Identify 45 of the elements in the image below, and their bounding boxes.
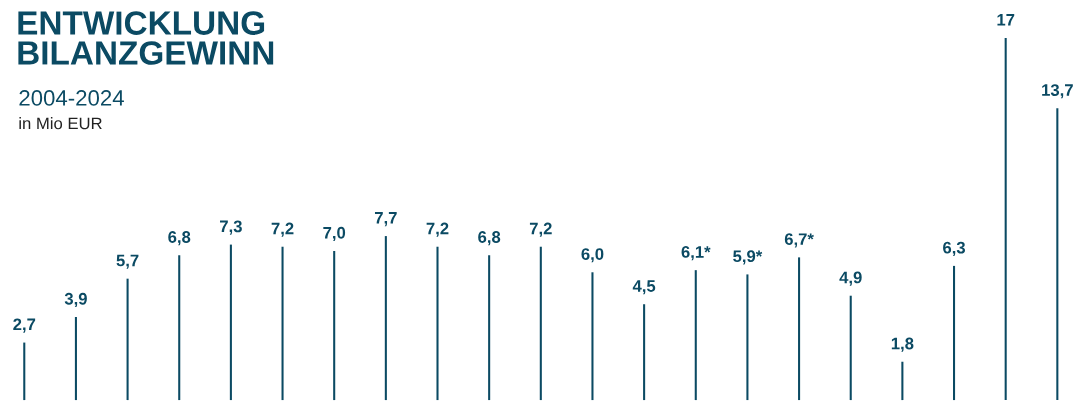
- bar: [798, 257, 801, 401]
- bar: [1004, 38, 1007, 401]
- bar: [591, 272, 594, 401]
- bar: [74, 317, 77, 401]
- bar: [281, 246, 284, 401]
- bar: [746, 274, 749, 401]
- data-label: 5,9*: [733, 250, 763, 265]
- data-label: 6,1*: [681, 246, 711, 261]
- bar: [1056, 108, 1059, 401]
- bar: [436, 246, 439, 401]
- bar: [488, 255, 491, 401]
- bar: [384, 236, 387, 401]
- data-label: 7,7: [374, 212, 397, 227]
- bar: [23, 342, 26, 401]
- data-label: 1,8: [891, 337, 914, 352]
- bar: [178, 255, 181, 401]
- data-label: 17: [997, 14, 1015, 26]
- data-label: 3,9: [64, 292, 87, 308]
- data-label: 6,8: [168, 231, 191, 246]
- bar: [901, 361, 904, 401]
- data-label: 5,7: [116, 254, 139, 269]
- chart-title: ENTWICKLUNG BILANZGEWINN: [18, 11, 274, 65]
- annotation: in Mio EUR: [19, 117, 102, 130]
- bar: [333, 250, 336, 401]
- data-label: 4,5: [632, 280, 656, 295]
- data-label: 6,8: [478, 231, 501, 246]
- bar: [849, 295, 852, 401]
- bar: [126, 278, 129, 401]
- data-label: 7,2: [271, 222, 294, 237]
- data-label: 7,0: [323, 226, 346, 242]
- bar: [694, 270, 697, 401]
- data-label: 6,0: [581, 248, 604, 263]
- data-label: 13,7: [1042, 84, 1073, 99]
- bar: [539, 246, 542, 401]
- text: 2004-2024: [19, 90, 124, 106]
- bar: [953, 265, 956, 401]
- data-label: 4,9: [839, 271, 862, 286]
- data-label: 7,2: [529, 222, 552, 237]
- data-label: 7,3: [220, 220, 242, 235]
- data-label: 2,7: [13, 318, 36, 333]
- data-label: 6,3: [943, 241, 966, 256]
- data-label: 6,7*: [784, 233, 814, 248]
- bar: [229, 244, 232, 401]
- data-label: 7,2: [426, 222, 449, 237]
- bar: [643, 304, 646, 401]
